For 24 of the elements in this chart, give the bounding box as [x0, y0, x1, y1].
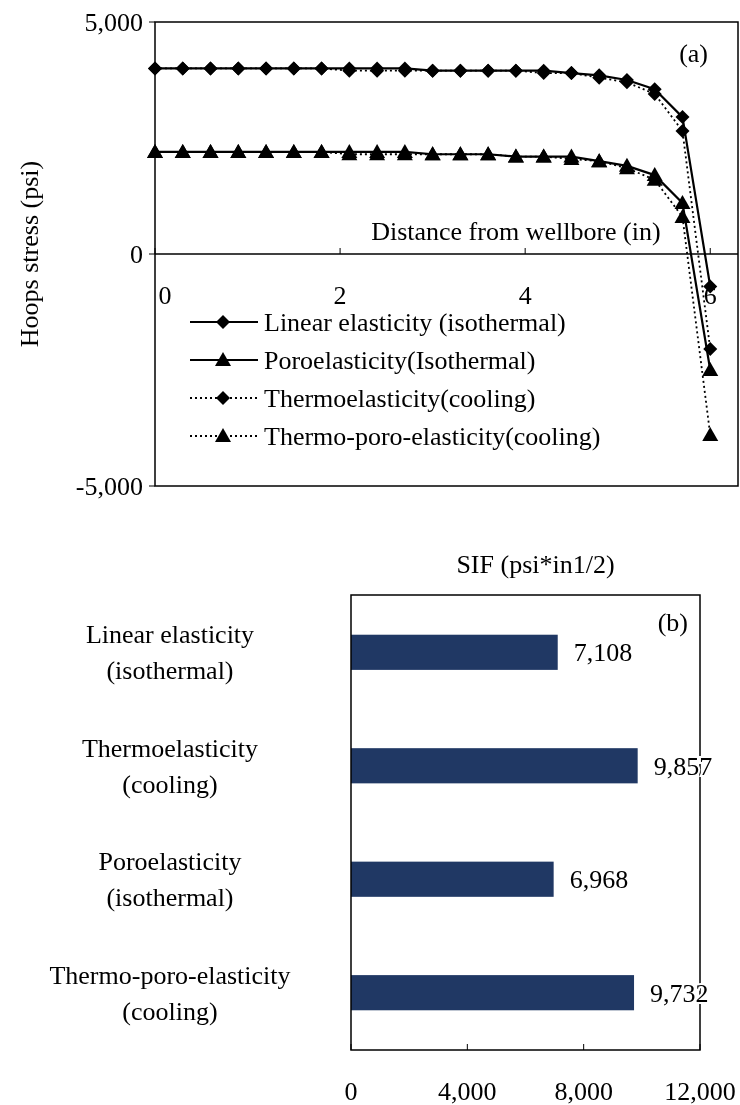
y-tick-label: 5,000	[84, 8, 143, 38]
annotation: (a)	[679, 39, 708, 68]
annotation: (b)	[657, 608, 688, 637]
legend-label: Thermo-poro-elasticity(cooling)	[264, 422, 601, 452]
x-tick-label: 4,000	[438, 1077, 497, 1105]
y-tick-label: Thermoelasticity (cooling)	[81, 733, 259, 799]
y-tick-label: 0	[130, 240, 143, 270]
x-tick-label: 4	[518, 281, 532, 310]
y-tick-label: Thermo-poro-elasticity (cooling)	[49, 960, 291, 1026]
y-tick-label: -5,000	[75, 472, 143, 502]
x-tick-label: 0	[344, 1077, 358, 1105]
legend-label: Linear elasticity (isothermal)	[264, 308, 566, 338]
y-tick-label: Linear elasticity (isothermal)	[85, 620, 255, 686]
x-axis-title: Distance from wellbore (in)	[371, 217, 661, 246]
data-label: 7,108	[573, 638, 633, 668]
y-axis-title: Hoops stress (psi)	[15, 160, 44, 348]
x-tick-label: 2	[333, 281, 347, 310]
x-tick-label: 8,000	[554, 1077, 613, 1105]
chart-title: SIF (psi*in1/2)	[456, 550, 615, 579]
legend-label: Poroelasticity(Isothermal)	[264, 346, 536, 376]
x-tick-label: 12,000	[664, 1077, 736, 1105]
legend-label: Thermoelasticity(cooling)	[264, 384, 536, 414]
data-label: 6,968	[569, 865, 629, 895]
y-tick-label: Poroelasticity (isothermal)	[98, 847, 242, 913]
